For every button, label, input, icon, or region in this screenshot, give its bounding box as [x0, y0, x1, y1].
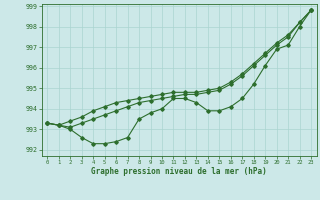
X-axis label: Graphe pression niveau de la mer (hPa): Graphe pression niveau de la mer (hPa): [91, 167, 267, 176]
